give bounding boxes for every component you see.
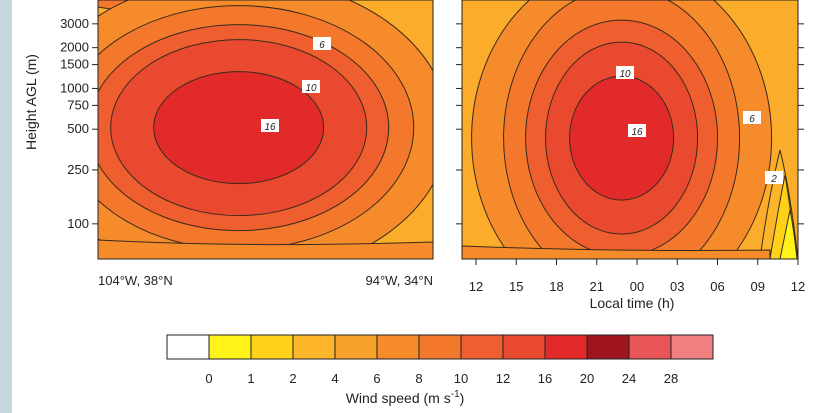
left-x-axis: 104°W, 38°N 94°W, 34°N	[98, 273, 433, 288]
right-x-tick-label: 00	[630, 279, 644, 294]
colorbar-box	[460, 334, 504, 360]
contour-label: 16	[261, 119, 279, 133]
contour-label-box	[628, 124, 646, 137]
left-contour-labels: 6 10 16	[261, 37, 331, 133]
left-sidebar-strip	[0, 0, 12, 413]
contour-label: 6	[313, 37, 331, 51]
right-band-low-1	[779, 209, 798, 259]
left-y-tick-label: 1500	[60, 57, 89, 72]
colorbar-level-label: 24	[622, 371, 636, 386]
contour-label: 16	[628, 124, 646, 138]
right-panel-contours	[462, 0, 798, 259]
right-x-axis-label: Local time (h)	[590, 295, 675, 311]
contour-label-box	[616, 66, 634, 79]
colorbar-level-label: 1	[247, 371, 254, 386]
left-y-tick-label: 1000	[60, 80, 89, 95]
colorbar-labels: 0 1 2 4 6 8 10 12 16 20 24 28	[205, 371, 678, 386]
contour-label: 6	[743, 111, 761, 125]
right-x-tick-label: 15	[509, 279, 523, 294]
left-panel: 100 250 500 750 1000 1500 2000 3000 104°W, 38°N…	[23, 0, 434, 288]
colorbar-level-label: 20	[580, 371, 594, 386]
contour-label: 10	[616, 66, 634, 80]
colorbar-box	[334, 334, 378, 360]
colorbar-box	[376, 334, 420, 360]
colorbar-title-end: )	[460, 390, 465, 406]
contour-label-text: 16	[264, 122, 276, 133]
left-y-tick-label: 100	[67, 216, 89, 231]
colorbar-title-superscript: -1	[451, 389, 460, 400]
contour-label-box	[302, 80, 320, 93]
colorbar-title: Wind speed (m s-1)	[346, 389, 465, 406]
left-y-tick-label: 3000	[60, 16, 89, 31]
right-x-tick-label: 18	[549, 279, 563, 294]
left-y-tick-label: 2000	[60, 40, 89, 55]
colorbar-box	[670, 334, 714, 360]
right-x-tick-label: 12	[791, 279, 805, 294]
colorbar-level-label: 28	[664, 371, 678, 386]
colorbar-level-label: 16	[538, 371, 552, 386]
contour-label: 10	[302, 80, 320, 94]
right-contour-labels: 10 16 6 2	[616, 66, 783, 185]
right-band-surface	[462, 245, 771, 259]
right-panel: 12 15 18 21 00 03 06 09 12 10 16 6 2 Local time (h)	[456, 0, 805, 311]
left-y-axis-label: Height AGL (m)	[23, 54, 39, 150]
colorbar-box	[166, 334, 210, 360]
right-x-tick-label: 06	[710, 279, 724, 294]
colorbar-box	[250, 334, 294, 360]
colorbar-box	[544, 334, 588, 360]
colorbar-box	[418, 334, 462, 360]
colorbar-title-main: Wind speed (m s	[346, 390, 451, 406]
contour-label-box	[261, 119, 279, 132]
contour-label-text: 6	[319, 40, 325, 51]
colorbar-level-label: 8	[415, 371, 422, 386]
colorbar-box	[502, 334, 546, 360]
right-y-axis	[456, 23, 804, 225]
colorbar-boxes	[166, 334, 714, 360]
right-x-tick-label: 12	[469, 279, 483, 294]
right-contour-band	[569, 75, 675, 201]
contour-label-box	[743, 111, 761, 124]
colorbar: 0 1 2 4 6 8 10 12 16 20 24 28 Wind speed (m s-1)	[166, 334, 714, 406]
contour-label-text: 10	[619, 69, 631, 80]
left-contour-band	[153, 71, 325, 185]
right-x-tick-label: 21	[590, 279, 604, 294]
contour-label-box	[765, 171, 783, 184]
colorbar-level-label: 6	[373, 371, 380, 386]
left-y-tick-label: 750	[67, 97, 89, 112]
colorbar-level-label: 12	[496, 371, 510, 386]
left-y-axis: 100 250 500 750 1000 1500 2000 3000	[60, 16, 98, 231]
right-x-axis: 12 15 18 21 00 03 06 09 12	[469, 259, 805, 294]
colorbar-box	[586, 334, 630, 360]
left-x-tick-label: 94°W, 34°N	[366, 273, 433, 288]
left-y-tick-label: 500	[67, 121, 89, 136]
left-x-tick-label: 104°W, 38°N	[98, 273, 173, 288]
colorbar-box	[292, 334, 336, 360]
colorbar-box	[208, 334, 252, 360]
left-panel-contours	[98, 0, 433, 259]
colorbar-level-label: 10	[454, 371, 468, 386]
contour-label-text: 16	[631, 127, 643, 138]
colorbar-box	[628, 334, 672, 360]
contour-label: 2	[765, 171, 783, 185]
contour-label-box	[313, 37, 331, 50]
right-x-tick-label: 03	[670, 279, 684, 294]
left-y-tick-label: 250	[67, 162, 89, 177]
contour-label-text: 10	[305, 83, 317, 94]
colorbar-level-label: 2	[289, 371, 296, 386]
colorbar-level-label: 0	[205, 371, 212, 386]
right-x-tick-label: 09	[751, 279, 765, 294]
contour-label-text: 2	[770, 174, 777, 185]
colorbar-level-label: 4	[331, 371, 338, 386]
contour-label-text: 6	[749, 114, 755, 125]
